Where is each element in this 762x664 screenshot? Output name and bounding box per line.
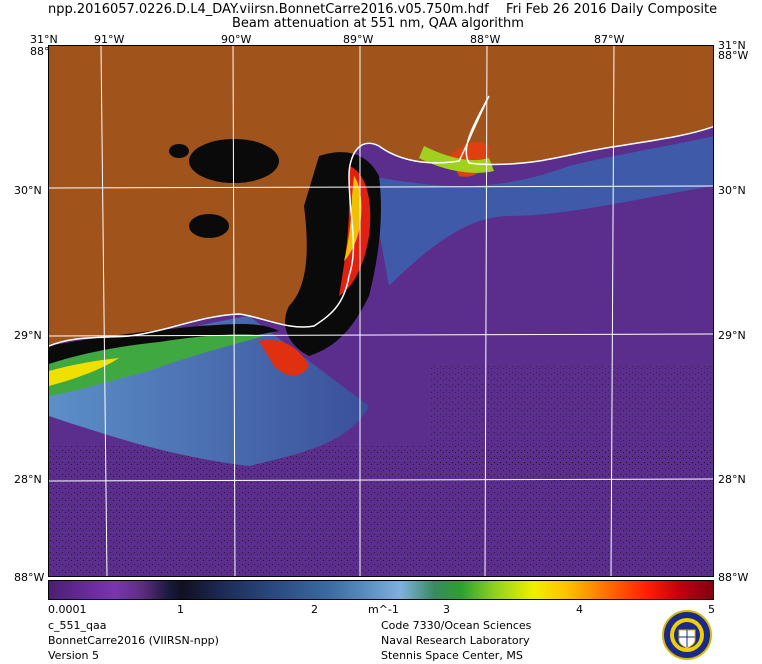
lon-label-88w: 88°W [470,33,501,46]
lon-label-90w: 90°W [221,33,252,46]
atchafalaya-plume-yellow [49,358,119,386]
corner-label-bottom-left: 88°W [14,571,45,584]
cloud-noise-area [49,446,713,576]
footer-location: Stennis Space Center, MS [381,649,523,662]
lake-pontchartrain [189,139,279,183]
corner-label-top-right-2: 88°W [718,49,749,62]
lat-label-right-29n: 29°N [718,329,746,342]
map-svg [49,46,713,576]
footer-region: BonnetCarre2016 (VIIRSN-npp) [48,634,219,647]
colorbar-tick-max: 5 [708,603,715,616]
satellite-map [48,45,714,577]
colorbar-tick-min: 0.0001 [48,603,87,616]
nrl-seal-logo [662,610,712,660]
lat-label-left-28n: 28°N [14,473,42,486]
lake-maurepas [169,144,189,158]
lat-label-right-30n: 30°N [718,184,746,197]
shelf-water-east [369,136,713,286]
colorbar-tick-4: 4 [576,603,583,616]
corner-label-top-left: 31°N [30,33,58,46]
file-name-title: npp.2016057.0226.D.L4_DAY.viirsn.BonnetC… [48,2,489,17]
footer-org-name: Naval Research Laboratory [381,634,530,647]
lat-label-left-29n: 29°N [14,329,42,342]
corner-label-bottom-right: 88°W [718,571,749,584]
colorbar-tick-1: 1 [177,603,184,616]
delta-plume-yellow [344,176,362,261]
colorbar-units: m^-1 [368,603,399,616]
lon-label-89w: 89°W [343,33,374,46]
footer-org-code: Code 7330/Ocean Sciences [381,619,532,632]
mississippi-sound-plume [419,146,494,173]
colorbar [48,580,714,600]
colorbar-tick-3: 3 [443,603,450,616]
land-louisiana-mississippi [49,46,713,346]
atchafalaya-plume-green [49,334,264,396]
lat-label-left-30n: 30°N [14,184,42,197]
composite-date: Fri Feb 26 2016 Daily Composite [506,2,718,17]
lake-salvador [189,214,229,238]
lat-lon-grid [49,46,713,576]
lon-label-87w: 87°W [594,33,625,46]
terrebonne-plume [259,339,309,376]
footer-version: Version 5 [48,649,99,662]
lat-label-right-28n: 28°N [718,473,746,486]
footer-product-code: c_551_qaa [48,619,107,632]
lon-label-91w: 91°W [94,33,125,46]
coastline [49,95,713,347]
colorbar-tick-2: 2 [311,603,318,616]
cloud-noise-area-2 [429,366,713,466]
corner-label-top-right: 31°N [718,39,746,52]
product-subtitle: Beam attenuation at 551 nm, QAA algorith… [232,16,524,31]
